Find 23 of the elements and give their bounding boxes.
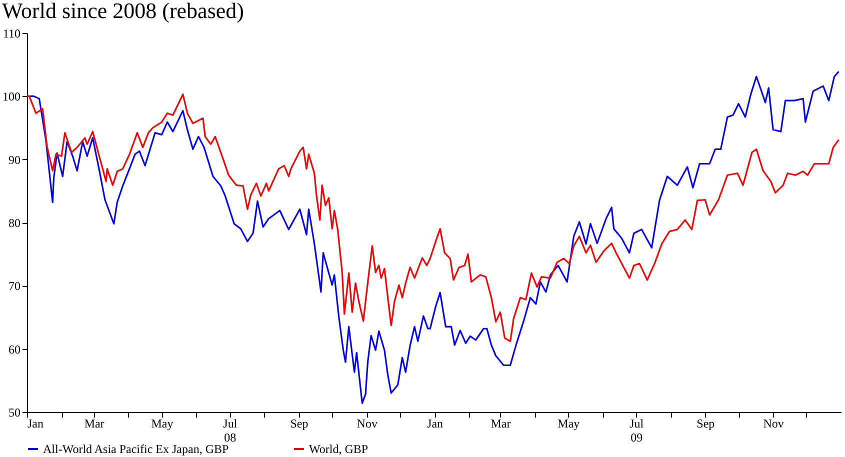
x-tick-label: Mar <box>84 416 104 430</box>
x-tick-label: Sep <box>696 416 715 430</box>
y-tick-label: 50 <box>8 406 20 420</box>
x-tick-label: Nov <box>356 416 378 430</box>
x-tick-label: Nov <box>763 416 784 430</box>
y-tick-label: 90 <box>8 152 20 167</box>
x-tick-label: Sep <box>290 416 308 430</box>
y-tick-label: 60 <box>8 342 20 356</box>
legend-label: World, GBP <box>309 442 368 456</box>
y-tick-label: 100 <box>2 90 20 104</box>
chart-title: World since 2008 (rebased) <box>2 0 244 23</box>
x-tick-label: Jul 08 <box>223 416 238 444</box>
y-tick-label: 70 <box>8 279 20 294</box>
line-series <box>26 93 840 342</box>
x-tick-label: Jan <box>28 416 44 430</box>
x-tick-label: Jan <box>427 416 444 430</box>
x-tick-label: May <box>558 416 580 430</box>
x-tick-label: May <box>151 416 174 430</box>
y-tick-label: 110 <box>2 26 20 40</box>
x-tick-label: Jul 09 <box>630 416 644 444</box>
y-tick-label: 80 <box>8 216 20 230</box>
legend-label: All-World Asia Pacific Ex Japan, GBP <box>43 442 229 456</box>
x-tick-label: Mar <box>490 416 511 430</box>
